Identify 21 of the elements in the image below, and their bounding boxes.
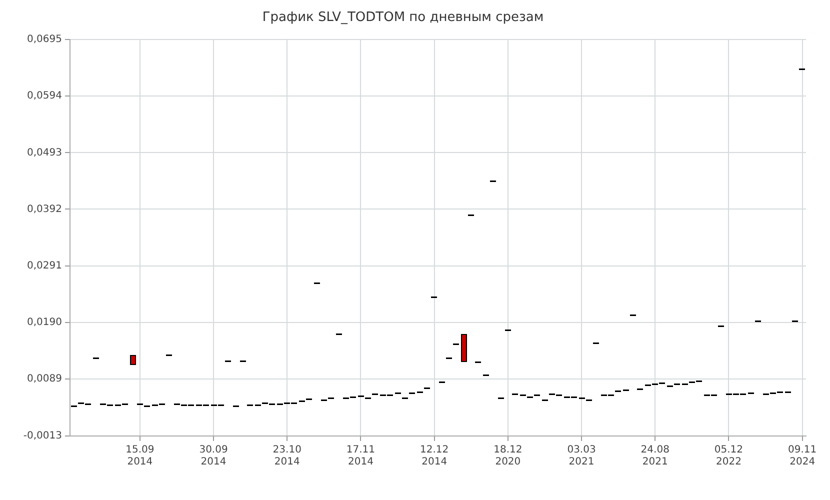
x-tick-label: 24.08 2021: [640, 444, 670, 468]
x-tick-label: 23.10 2014: [272, 444, 302, 468]
y-tick-label: 0,0493: [27, 147, 62, 158]
x-tick-label: 15.09 2014: [126, 444, 154, 468]
x-tick-label: 12.12 2014: [420, 444, 449, 468]
x-tick-label: 09.11 2024: [788, 444, 817, 468]
y-tick-label: 0,0392: [27, 204, 62, 215]
x-tick-label: 17.11 2014: [346, 444, 376, 468]
candlestick: [461, 334, 467, 362]
candlestick: [130, 355, 136, 365]
y-tick-label: 0,0291: [27, 260, 62, 272]
x-tick-label: 18.12 2020: [494, 444, 522, 468]
x-tick-label: 30.09 2014: [199, 444, 228, 468]
chart-title: График SLV_TODTOM по дневным срезам: [262, 10, 544, 26]
x-tick-label: 03.03 2021: [567, 444, 596, 468]
y-tick-label: 0,0089: [27, 373, 62, 384]
y-tick-label: 0,0695: [27, 34, 62, 46]
y-tick-label: -0,0013: [23, 430, 62, 442]
y-tick-label: 0,0594: [27, 90, 62, 102]
x-tick-label: 05.12 2022: [714, 444, 744, 468]
y-tick-label: 0,0190: [27, 316, 62, 328]
